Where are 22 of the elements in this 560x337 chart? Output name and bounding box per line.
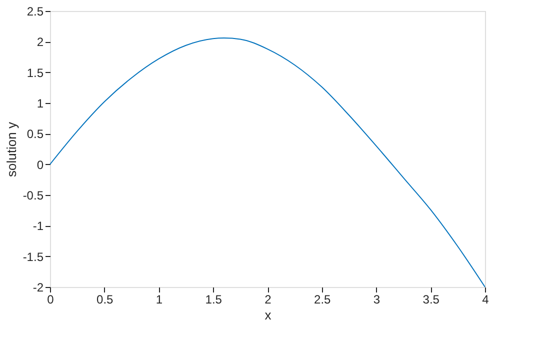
y-axis-title: solution y: [4, 122, 19, 177]
y-tick-label: 1: [36, 96, 44, 110]
y-tick-label: 0: [36, 158, 44, 172]
x-tick-label: 2: [264, 292, 272, 306]
y-tick-label: 0.5: [26, 127, 44, 142]
x-tick-label: 2.5: [314, 292, 332, 306]
x-tick-label: 0.5: [96, 292, 114, 306]
line-series: [50, 37, 486, 288]
y-tick-label: 1.5: [26, 66, 44, 80]
x-tick-label: 1.5: [205, 292, 222, 306]
x-axis-title: x: [264, 308, 272, 322]
y-tick-label: -0.5: [22, 188, 44, 202]
x-tick-label: 3.5: [422, 292, 440, 306]
y-tick-label: -1: [32, 219, 44, 234]
y-tick-label: 2.5: [26, 4, 44, 18]
x-tick-label: 1: [156, 292, 163, 306]
y-tick-label: -1.5: [22, 250, 44, 264]
y-tick-label: -2: [32, 280, 44, 294]
x-tick-label: 4: [482, 292, 490, 306]
x-tick-label: 0: [47, 292, 54, 306]
x-tick-label: 3: [373, 292, 380, 306]
y-tick-label: 2: [36, 35, 44, 50]
